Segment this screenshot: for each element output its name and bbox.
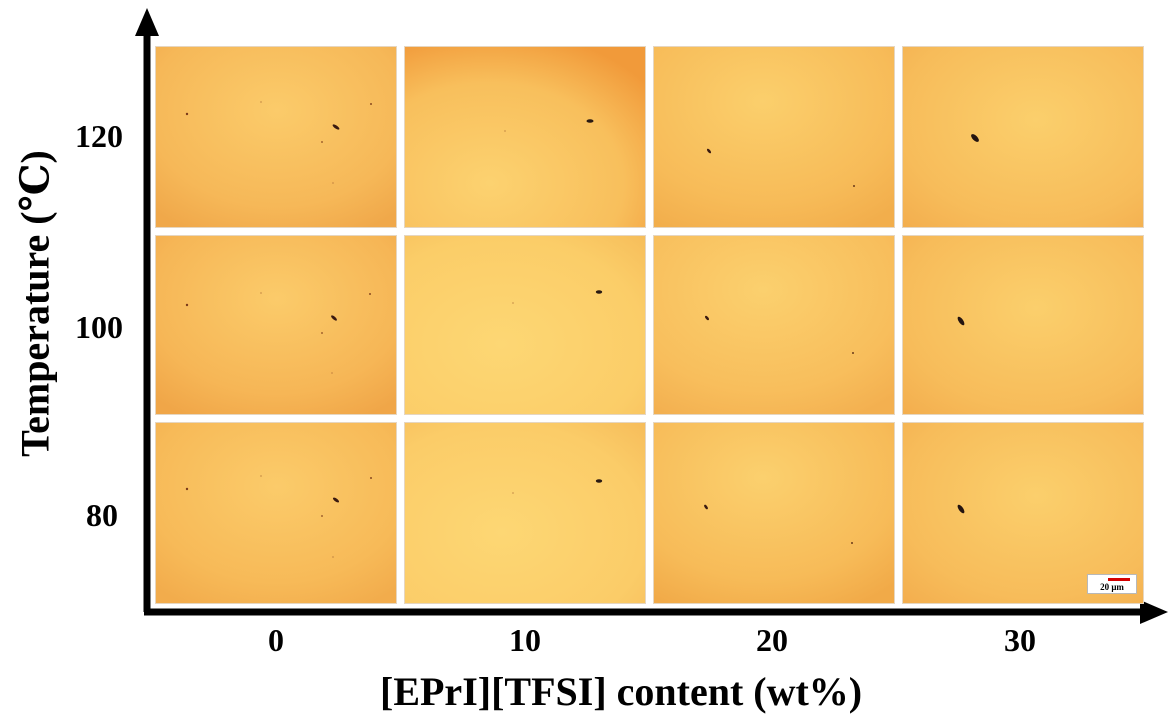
y-tick-120: 120 — [75, 118, 123, 154]
x-tick-0: 0 — [268, 622, 284, 658]
micrograph-120-0 — [155, 46, 397, 228]
x-axis-arrowhead — [1140, 600, 1168, 624]
micrograph-120-30 — [902, 46, 1144, 228]
micrograph-100-30 — [902, 235, 1144, 415]
scale-bar: 20 μm — [1087, 574, 1137, 594]
micrograph-120-20 — [653, 46, 895, 228]
micrograph-100-20 — [653, 235, 895, 415]
micrograph-120-10 — [404, 46, 646, 228]
y-tick-80: 80 — [86, 497, 118, 533]
micrograph-80-30 — [902, 422, 1144, 604]
micrograph-80-20 — [653, 422, 895, 604]
micrograph-80-0 — [155, 422, 397, 604]
y-axis-arrowhead — [135, 8, 159, 36]
scale-bar-line — [1108, 578, 1130, 581]
x-tick-20: 20 — [756, 622, 788, 658]
scale-bar-label: 20 μm — [1100, 582, 1124, 592]
y-tick-100: 100 — [75, 309, 123, 345]
micrograph-100-0 — [155, 235, 397, 415]
x-tick-30: 30 — [1004, 622, 1036, 658]
micrograph-100-10 — [404, 235, 646, 415]
y-axis-title: Temperature (℃) — [12, 150, 58, 457]
micrograph-80-10 — [404, 422, 646, 604]
x-tick-10: 10 — [509, 622, 541, 658]
x-axis-title: [EPrI][TFSI] content (wt%) — [380, 669, 863, 714]
